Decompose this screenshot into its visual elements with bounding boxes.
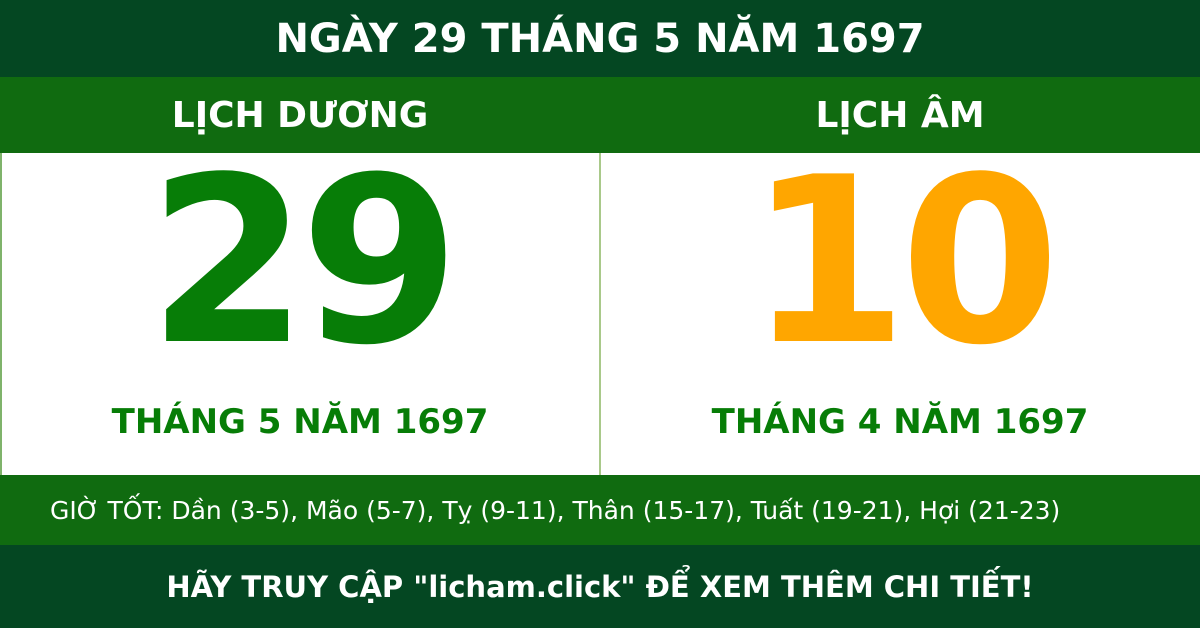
lunar-heading: LỊCH ÂM: [815, 94, 985, 136]
page-title: NGÀY 29 THÁNG 5 NĂM 1697: [0, 0, 1200, 77]
solar-day: 29: [147, 129, 460, 396]
solar-month-year: THÁNG 5 NĂM 1697: [111, 402, 489, 442]
good-hours: GIỜ TỐT: Dần (3-5), Mão (5-7), Tỵ (9-11)…: [0, 475, 1200, 545]
solar-heading: LỊCH DƯƠNG: [171, 94, 429, 136]
column-divider: [599, 153, 601, 475]
lunar-day: 10: [747, 129, 1060, 396]
column-headers: LỊCH DƯƠNG LỊCH ÂM: [0, 77, 1200, 153]
lunar-month-year: THÁNG 4 NĂM 1697: [711, 402, 1089, 442]
footer-cta: HÃY TRUY CẬP "licham.click" ĐỂ XEM THÊM …: [0, 545, 1200, 628]
